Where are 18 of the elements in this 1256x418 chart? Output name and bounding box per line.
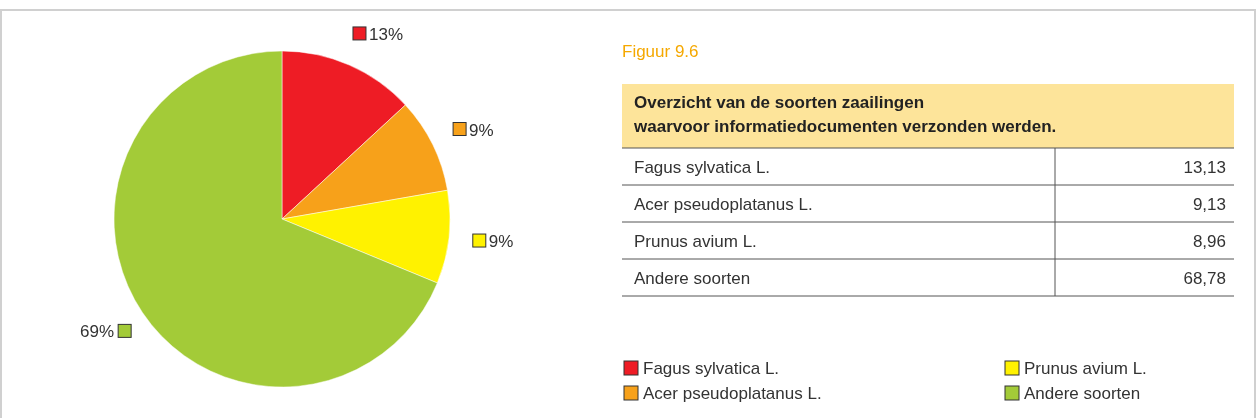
category-label: Prunus avium L. [634,232,757,251]
legend-label: Prunus avium L. [1024,359,1147,378]
data-label: 9% [469,120,494,140]
text: 8,96 [1192,232,1226,251]
text: 68,78 [1183,269,1226,288]
category-label: Fagus sylvatica L. [634,158,771,177]
data-label: 9% [488,232,514,252]
legend-label: Acer pseudoplatanus L. [643,384,822,403]
data-label: 13% [368,24,404,44]
text: Overzicht van de soorten zaailingen waarvoor informatiedocumenten verzonden werden. [633,93,1057,136]
text: Figuur 9.6 [622,42,699,61]
category-label: Andere soorten [634,269,751,288]
text: 9,13 [1192,195,1226,214]
legend-label: Andere soorten [1024,384,1141,403]
text: 13,13 [1183,158,1226,177]
legend-label: Fagus sylvatica L. [643,359,780,378]
data-label: 69% [80,322,115,342]
category-label: Acer pseudoplatanus L. [634,195,813,214]
